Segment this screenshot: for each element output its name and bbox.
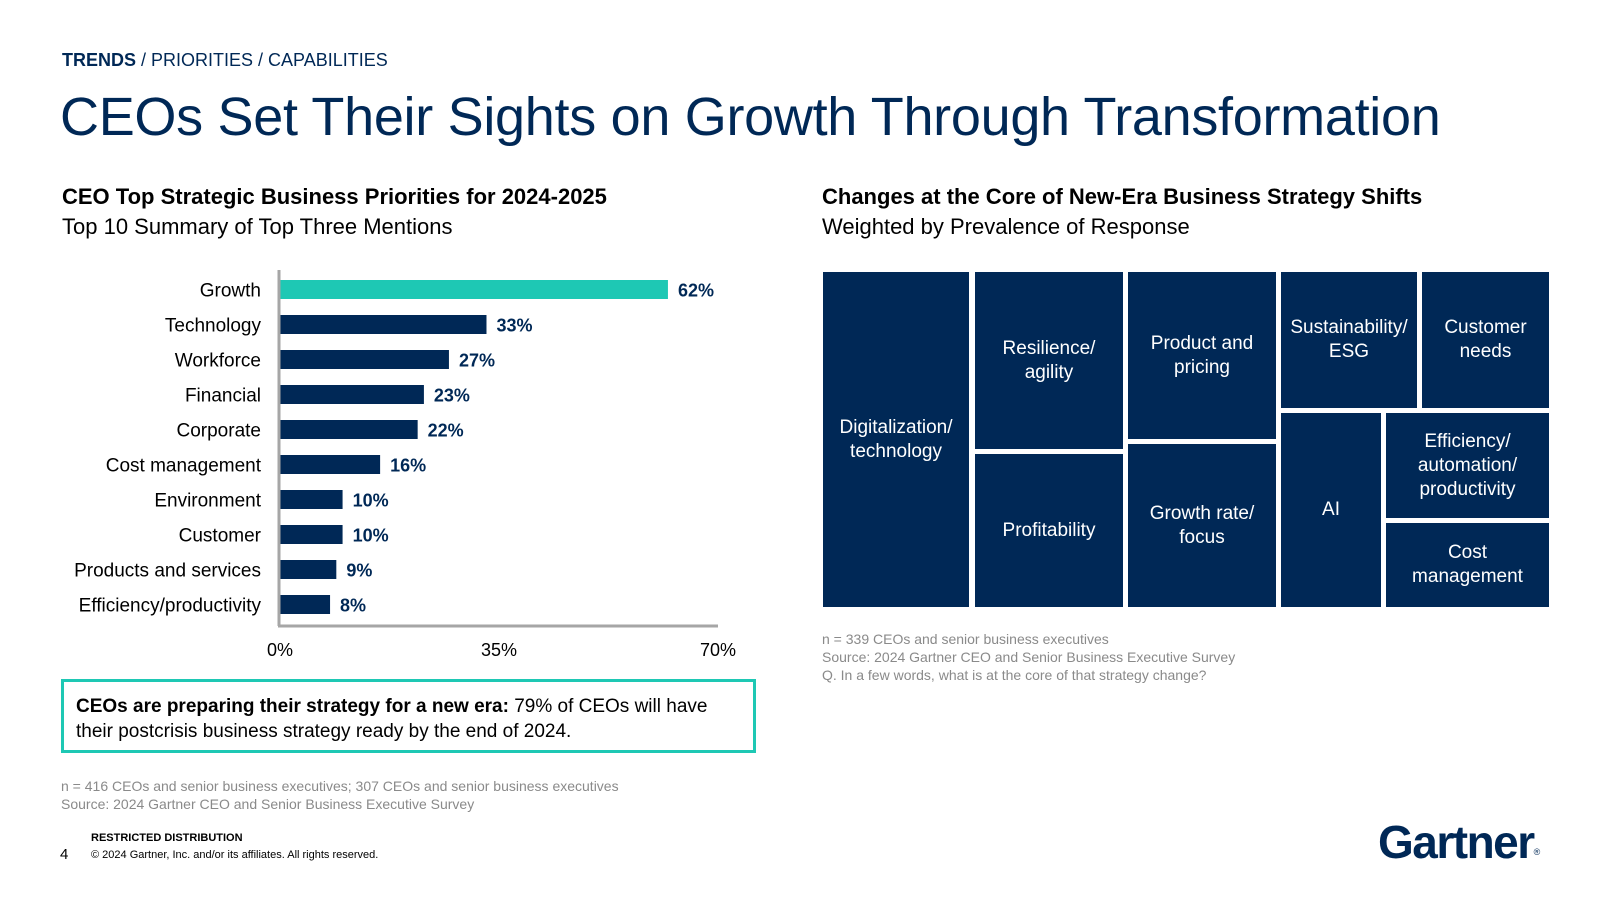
treemap-tile: Product and pricing [1128,272,1276,439]
x-tick-label: 70% [700,640,736,660]
category-label: Workforce [175,351,261,372]
treemap-tile: Cost management [1386,523,1549,607]
left-chart-subtitle: Top 10 Summary of Top Three Mentions [62,214,453,239]
value-label: 22% [428,421,464,441]
bar [280,385,424,404]
right-notes: n = 339 CEOs and senior business executi… [822,630,1235,684]
right-chart-title: Changes at the Core of New-Era Business … [822,184,1423,209]
bar [280,560,337,579]
category-label: Efficiency/productivity [79,596,262,617]
category-label: Technology [165,316,262,337]
category-label: Financial [185,386,261,407]
category-label: Growth [200,281,261,302]
value-label: 27% [459,351,495,371]
registered-mark: ® [1533,847,1541,857]
page-number: 4 [60,846,69,863]
left-chart-title: CEO Top Strategic Business Priorities fo… [62,184,607,209]
left-sample-note: n = 416 CEOs and senior business executi… [61,778,619,794]
category-label: Environment [154,491,261,512]
right-sample-note: n = 339 CEOs and senior business executi… [822,631,1109,647]
value-label: 10% [353,526,389,546]
value-label: 8% [340,596,366,616]
bar [280,315,487,334]
left-notes: n = 416 CEOs and senior business executi… [61,777,619,813]
treemap-tile: Digitalization/ technology [823,272,969,607]
value-label: 62% [678,281,714,301]
bar [280,420,418,439]
right-chart-subtitle: Weighted by Prevalence of Response [822,214,1190,239]
bar [280,350,449,369]
treemap-tile: Customer needs [1422,272,1549,408]
treemap-tile: Resilience/ agility [975,272,1123,449]
category-label: Customer [179,526,262,547]
value-label: 16% [390,456,426,476]
bar [280,455,381,474]
bar [280,490,343,509]
bar [280,280,668,299]
x-tick-label: 35% [481,640,517,660]
gartner-logo: Gartner® [1378,815,1540,869]
treemap-tile: Profitability [975,454,1123,607]
page-title: CEOs Set Their Sights on Growth Through … [60,87,1441,147]
breadcrumb-rest: / PRIORITIES / CAPABILITIES [136,50,388,70]
treemap-tile: Sustainability/ ESG [1281,272,1417,408]
restricted-label: RESTRICTED DISTRIBUTION [91,832,243,844]
bar [280,525,343,544]
right-question-note: Q. In a few words, what is at the core o… [822,667,1207,683]
bar [280,595,331,614]
category-label: Products and services [74,561,261,582]
left-source-note: Source: 2024 Gartner CEO and Senior Busi… [61,796,475,812]
strategy-shift-treemap: Digitalization/ technology Resilience/ a… [823,272,1549,607]
value-label: 33% [496,316,532,336]
callout-lead: CEOs are preparing their strategy for a … [76,696,509,717]
category-label: Corporate [177,421,262,442]
treemap-tile: AI [1281,413,1381,607]
value-label: 9% [346,561,372,581]
breadcrumb: TRENDS / PRIORITIES / CAPABILITIES [62,50,388,71]
value-label: 23% [434,386,470,406]
logo-text: Gartner [1378,816,1535,868]
treemap-tile: Growth rate/ focus [1128,444,1276,607]
treemap-tile: Efficiency/ automation/ productivity [1386,413,1549,518]
x-tick-label: 0% [267,640,293,660]
callout-box: CEOs are preparing their strategy for a … [61,679,756,753]
right-source-note: Source: 2024 Gartner CEO and Senior Busi… [822,649,1236,665]
callout-text: 79% of CEOs will have their postcrisis b… [76,696,708,742]
priorities-bar-chart: Growth 62% Technology 33% Workforce 27% Financ… [74,270,736,660]
value-label: 10% [353,491,389,511]
breadcrumb-current: TRENDS [62,50,137,70]
category-label: Cost management [106,456,262,477]
copyright: © 2024 Gartner, Inc. and/or its affiliat… [91,849,379,861]
